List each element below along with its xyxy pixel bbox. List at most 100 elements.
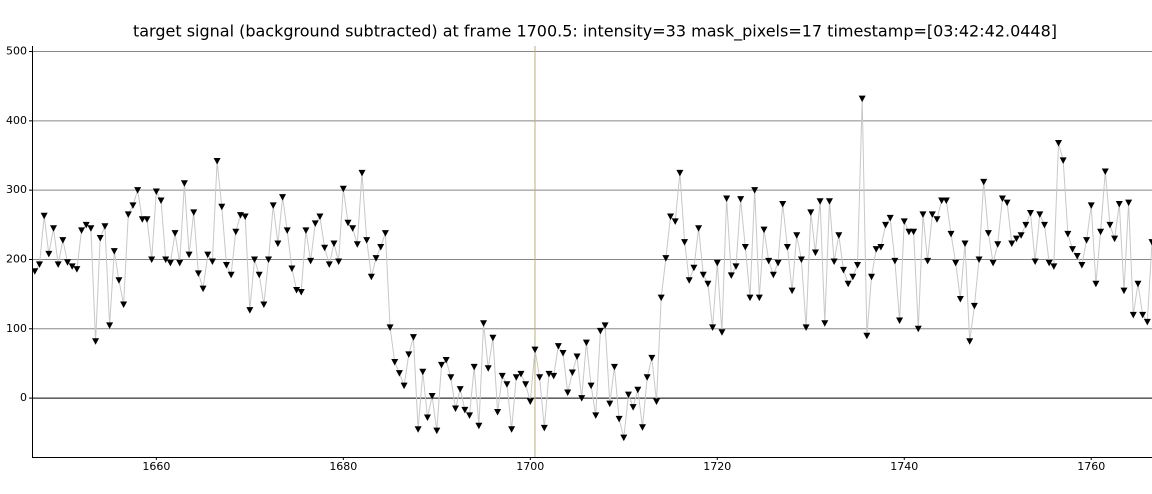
marker	[704, 280, 712, 288]
marker	[1143, 318, 1151, 326]
y-tick-label: 200	[6, 252, 27, 265]
marker	[727, 272, 735, 279]
marker	[255, 271, 263, 279]
x-tick-label: 1680	[329, 460, 357, 473]
marker	[381, 230, 389, 237]
marker	[40, 212, 48, 220]
marker	[265, 256, 273, 263]
marker	[190, 209, 198, 216]
marker	[129, 202, 137, 209]
marker	[148, 256, 156, 263]
marker	[545, 370, 553, 378]
marker	[50, 225, 58, 232]
marker	[872, 246, 880, 253]
marker	[587, 382, 595, 390]
y-tick-label: 500	[6, 45, 27, 58]
marker	[966, 338, 974, 345]
marker	[849, 273, 857, 281]
marker	[1045, 259, 1053, 267]
marker	[339, 185, 347, 193]
marker	[152, 188, 160, 196]
marker	[797, 256, 805, 263]
marker	[73, 266, 81, 273]
marker	[302, 227, 310, 234]
marker	[718, 329, 726, 336]
marker	[592, 412, 600, 419]
marker	[372, 255, 380, 262]
marker	[769, 271, 777, 279]
marker	[171, 230, 179, 237]
marker	[755, 294, 763, 302]
marker	[194, 270, 202, 277]
marker	[994, 241, 1002, 248]
marker	[975, 256, 983, 263]
marker	[751, 187, 759, 194]
x-tick-label: 1760	[1077, 460, 1105, 473]
marker	[699, 271, 707, 279]
marker	[671, 218, 679, 225]
marker	[998, 195, 1006, 202]
marker	[110, 248, 118, 255]
marker	[489, 334, 497, 342]
marker	[246, 307, 254, 314]
marker	[386, 324, 394, 331]
marker	[858, 95, 866, 103]
marker	[395, 370, 403, 377]
marker	[297, 289, 305, 296]
marker	[1050, 263, 1058, 270]
marker	[484, 365, 492, 372]
marker	[779, 201, 787, 208]
marker	[106, 322, 114, 329]
marker	[363, 237, 371, 244]
marker	[391, 359, 399, 366]
marker	[279, 194, 287, 201]
series-line	[34, 98, 1152, 438]
marker	[1012, 235, 1020, 243]
marker	[358, 169, 366, 177]
marker	[1106, 221, 1114, 229]
marker	[494, 408, 502, 416]
marker	[466, 412, 474, 419]
marker	[863, 332, 871, 340]
marker	[596, 327, 604, 335]
marker	[423, 414, 431, 421]
marker	[765, 257, 773, 265]
marker	[713, 259, 721, 267]
marker	[185, 251, 193, 259]
marker	[816, 198, 824, 205]
marker	[1129, 311, 1137, 319]
marker	[349, 225, 357, 232]
marker	[783, 243, 791, 251]
marker	[886, 214, 894, 222]
marker	[938, 197, 946, 205]
marker	[447, 374, 455, 381]
marker	[942, 197, 950, 205]
marker	[825, 198, 833, 205]
marker	[1139, 311, 1147, 319]
marker	[124, 211, 132, 218]
marker	[138, 216, 146, 223]
marker	[723, 195, 731, 202]
marker	[400, 382, 408, 390]
marker	[1097, 228, 1105, 236]
marker	[1064, 230, 1072, 238]
marker	[601, 322, 609, 329]
x-tick-label: 1700	[516, 460, 544, 473]
marker	[1008, 240, 1016, 248]
marker	[868, 273, 876, 281]
y-tick-label: 100	[6, 322, 27, 335]
marker	[653, 398, 661, 406]
marker	[517, 370, 525, 378]
marker	[1059, 157, 1067, 164]
marker	[344, 219, 352, 227]
marker	[101, 223, 109, 230]
marker	[540, 424, 548, 432]
marker	[498, 372, 506, 380]
marker	[68, 263, 76, 270]
marker	[269, 202, 277, 209]
marker	[64, 259, 72, 266]
marker	[311, 220, 319, 227]
marker	[134, 187, 142, 194]
marker	[662, 255, 670, 262]
